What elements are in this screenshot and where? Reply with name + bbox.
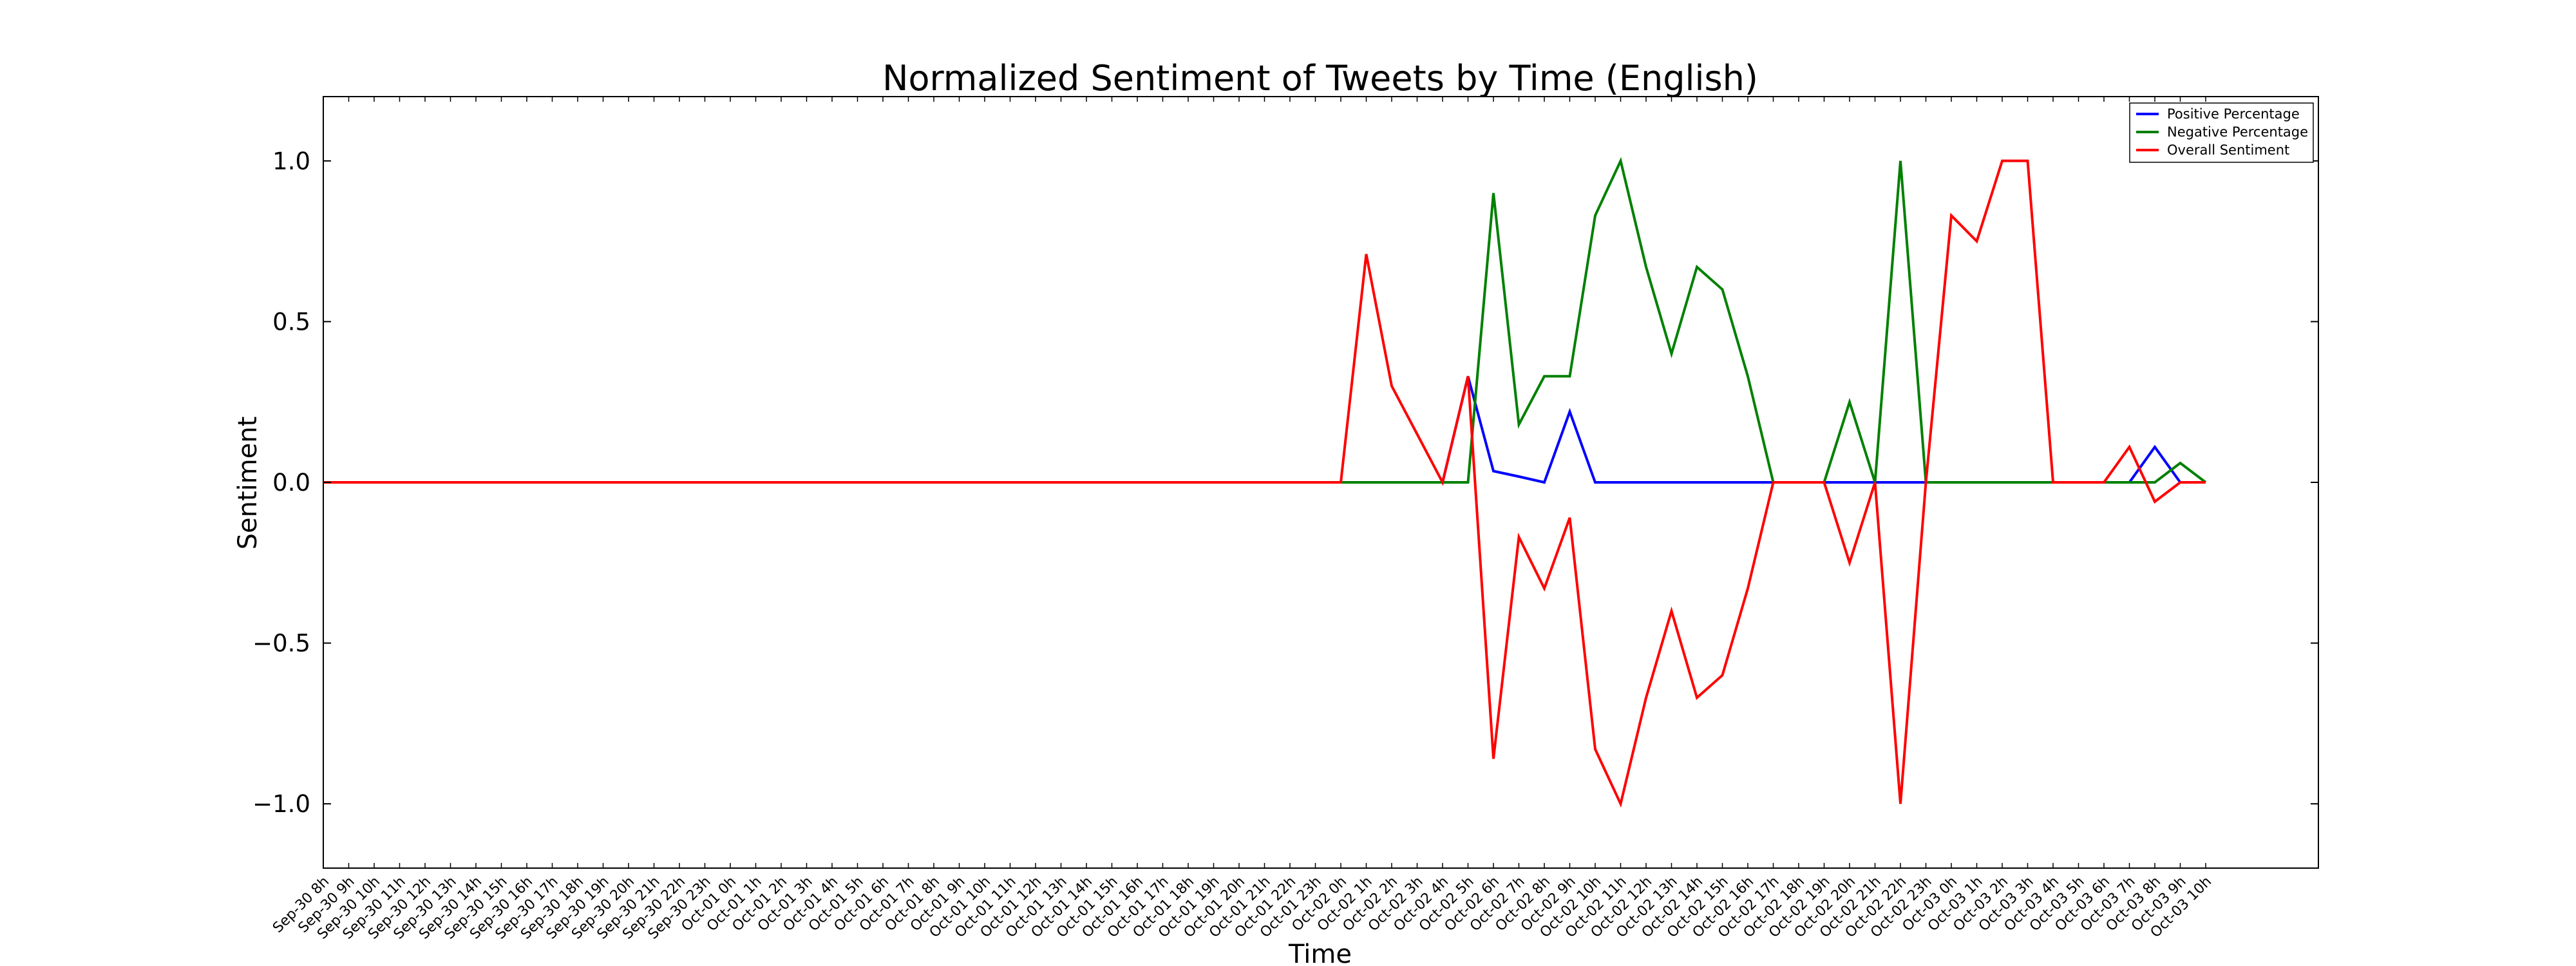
y-tick-label: 0.5 xyxy=(272,308,310,336)
y-tick-label: −1.0 xyxy=(252,790,310,818)
y-tick-label: 1.0 xyxy=(272,147,310,175)
legend-label: Negative Percentage xyxy=(2167,124,2308,140)
y-tick-label: 0.0 xyxy=(272,469,310,497)
chart-title: Normalized Sentiment of Tweets by Time (… xyxy=(882,58,1758,99)
x-axis-label: Time xyxy=(1288,940,1352,966)
series-layer xyxy=(323,156,2207,808)
legend-label: Positive Percentage xyxy=(2167,106,2300,122)
legend: Positive Percentage Negative Percentage Ov… xyxy=(2129,102,2314,163)
legend-box xyxy=(2129,102,2314,163)
y-axis: −1.0 −0.5 0.0 0.5 1.0 xyxy=(252,147,2318,818)
legend-label: Overall Sentiment xyxy=(2167,142,2289,158)
y-axis-label: Sentiment xyxy=(233,417,263,550)
y-tick-label: −0.5 xyxy=(252,630,310,658)
series-line-3 xyxy=(323,159,2206,808)
